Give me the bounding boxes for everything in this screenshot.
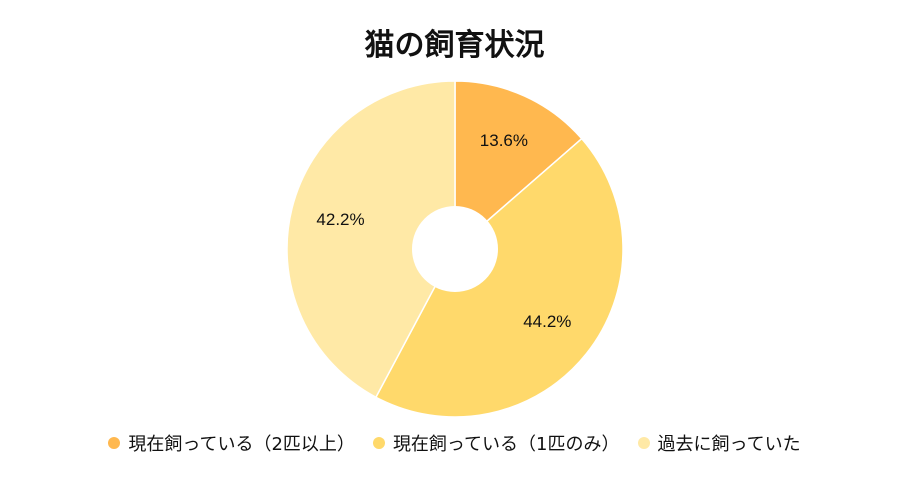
chart-labels: 13.6% 44.2% 42.2%: [316, 131, 571, 331]
legend-item-past-owner: 過去に飼っていた: [637, 430, 801, 456]
chart-slices: [286, 80, 624, 418]
legend-label: 過去に飼っていた: [657, 434, 801, 455]
slice-one-cat: [374, 137, 624, 418]
legend: 現在飼っている（2匹以上） 現在飼っている（1匹のみ） 過去に飼っていた: [0, 430, 909, 456]
slice-past-owner: [286, 80, 456, 399]
data-label: 42.2%: [316, 210, 364, 229]
legend-marker: [637, 437, 650, 449]
legend-marker: [108, 437, 121, 449]
chart-title: 猫の飼育状況: [364, 28, 545, 63]
donut-hole: [412, 206, 498, 292]
legend-label: 現在飼っている（2匹以上）: [128, 434, 355, 455]
legend-marker: [372, 437, 385, 449]
legend-item-multiple-cats: 現在飼っている（2匹以上）: [108, 430, 355, 456]
data-label: 44.2%: [523, 312, 571, 331]
slice-multiple-cats: [454, 80, 583, 251]
legend-item-one-cat: 現在飼っている（1匹のみ）: [372, 430, 620, 456]
legend-label: 現在飼っている（1匹のみ）: [392, 434, 620, 455]
data-label: 13.6%: [480, 131, 528, 150]
